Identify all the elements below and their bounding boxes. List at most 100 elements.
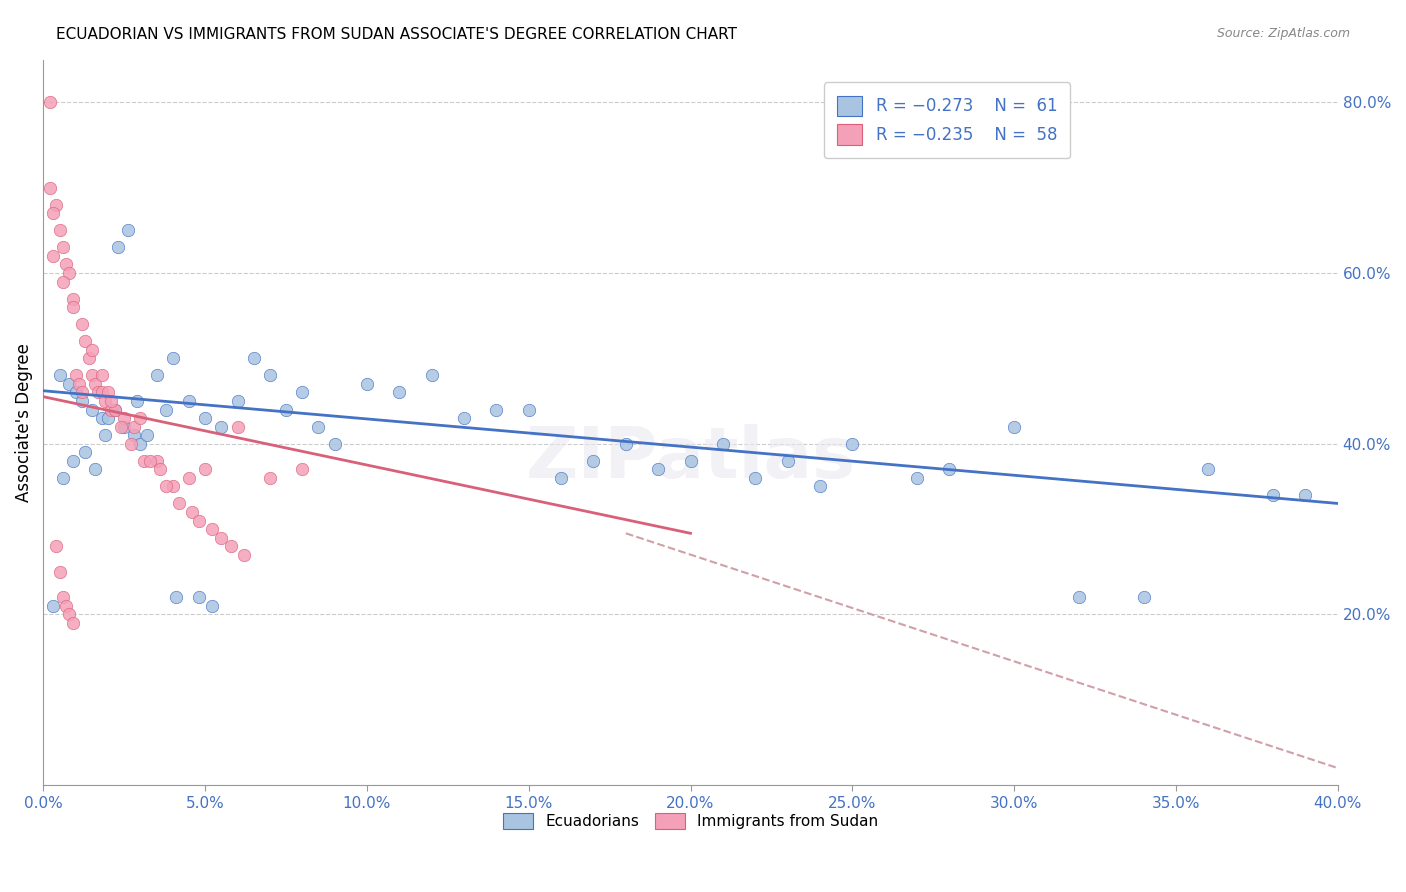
- Point: [48, 368, 70, 383]
- Point: [70, 394, 93, 409]
- Point: [97, 411, 120, 425]
- Point: [187, 591, 209, 605]
- Point: [129, 411, 152, 425]
- Point: [52, 275, 75, 289]
- Point: [70, 317, 93, 331]
- Point: [107, 240, 129, 254]
- Point: [52, 471, 75, 485]
- Point: [104, 402, 127, 417]
- Point: [194, 411, 217, 425]
- Point: [1197, 462, 1219, 476]
- Point: [808, 479, 831, 493]
- Point: [62, 615, 84, 630]
- Point: [58, 376, 80, 391]
- Point: [80, 368, 103, 383]
- Point: [62, 292, 84, 306]
- Point: [291, 462, 314, 476]
- Point: [1261, 488, 1284, 502]
- Point: [80, 343, 103, 357]
- Point: [100, 402, 122, 417]
- Point: [905, 471, 928, 485]
- Point: [110, 419, 132, 434]
- Point: [485, 402, 508, 417]
- Point: [65, 385, 87, 400]
- Point: [744, 471, 766, 485]
- Point: [582, 454, 605, 468]
- Point: [136, 428, 159, 442]
- Point: [517, 402, 540, 417]
- Point: [162, 479, 184, 493]
- Point: [149, 462, 172, 476]
- Point: [776, 454, 799, 468]
- Point: [323, 436, 346, 450]
- Point: [129, 436, 152, 450]
- Point: [145, 454, 167, 468]
- Point: [1294, 488, 1316, 502]
- Text: Source: ZipAtlas.com: Source: ZipAtlas.com: [1216, 27, 1350, 40]
- Point: [94, 394, 117, 409]
- Point: [550, 471, 572, 485]
- Point: [388, 385, 411, 400]
- Point: [38, 180, 60, 194]
- Point: [679, 454, 702, 468]
- Point: [155, 402, 177, 417]
- Point: [259, 368, 281, 383]
- Point: [80, 402, 103, 417]
- Point: [120, 436, 142, 450]
- Point: [77, 351, 100, 366]
- Point: [112, 419, 135, 434]
- Point: [145, 368, 167, 383]
- Point: [58, 266, 80, 280]
- Point: [104, 402, 127, 417]
- Point: [67, 376, 90, 391]
- Point: [52, 240, 75, 254]
- Y-axis label: Associate's Degree: Associate's Degree: [15, 343, 32, 502]
- Point: [614, 436, 637, 450]
- Point: [42, 249, 65, 263]
- Point: [307, 419, 329, 434]
- Point: [226, 419, 249, 434]
- Point: [209, 531, 232, 545]
- Point: [84, 462, 107, 476]
- Point: [52, 591, 75, 605]
- Point: [112, 411, 135, 425]
- Point: [42, 599, 65, 613]
- Point: [65, 368, 87, 383]
- Point: [100, 394, 122, 409]
- Point: [420, 368, 443, 383]
- Point: [38, 95, 60, 110]
- Point: [62, 454, 84, 468]
- Point: [242, 351, 264, 366]
- Point: [55, 257, 77, 271]
- Point: [90, 368, 112, 383]
- Point: [209, 419, 232, 434]
- Point: [219, 539, 242, 553]
- Point: [48, 565, 70, 579]
- Point: [122, 419, 145, 434]
- Point: [1132, 591, 1154, 605]
- Point: [127, 394, 149, 409]
- Point: [117, 223, 139, 237]
- Point: [226, 394, 249, 409]
- Point: [90, 385, 112, 400]
- Point: [453, 411, 475, 425]
- Point: [938, 462, 960, 476]
- Point: [647, 462, 669, 476]
- Point: [187, 514, 209, 528]
- Point: [233, 548, 256, 562]
- Point: [165, 591, 187, 605]
- Point: [181, 505, 204, 519]
- Point: [356, 376, 378, 391]
- Point: [45, 197, 67, 211]
- Point: [94, 428, 117, 442]
- Point: [90, 411, 112, 425]
- Point: [122, 428, 145, 442]
- Point: [62, 300, 84, 314]
- Point: [84, 376, 107, 391]
- Point: [58, 607, 80, 622]
- Legend: Ecuadorians, Immigrants from Sudan: Ecuadorians, Immigrants from Sudan: [496, 807, 884, 836]
- Point: [177, 471, 200, 485]
- Point: [841, 436, 863, 450]
- Point: [87, 385, 110, 400]
- Point: [132, 454, 155, 468]
